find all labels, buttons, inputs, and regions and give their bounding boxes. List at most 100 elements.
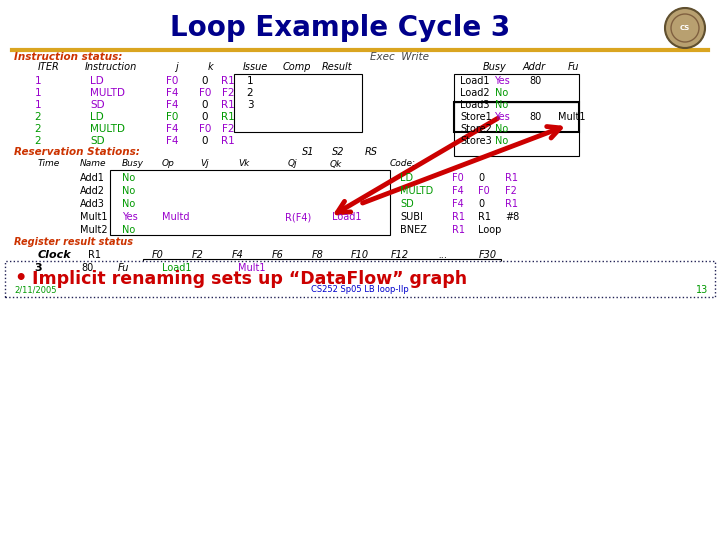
Text: Mult1: Mult1 bbox=[558, 112, 586, 122]
Text: No: No bbox=[122, 225, 135, 235]
Text: No: No bbox=[495, 136, 508, 146]
Text: Load1: Load1 bbox=[332, 212, 361, 222]
Text: F4: F4 bbox=[452, 186, 464, 196]
Text: 1: 1 bbox=[35, 88, 41, 98]
Text: No: No bbox=[495, 124, 508, 134]
Text: MULTD: MULTD bbox=[90, 124, 125, 134]
Text: Vj: Vj bbox=[200, 159, 209, 168]
Text: Exec  Write: Exec Write bbox=[370, 52, 429, 62]
Text: SUBI: SUBI bbox=[400, 212, 423, 222]
Text: R1: R1 bbox=[221, 112, 235, 122]
Text: No: No bbox=[495, 88, 508, 98]
Text: 80: 80 bbox=[529, 76, 541, 86]
Text: Load2: Load2 bbox=[460, 88, 490, 98]
Text: F0: F0 bbox=[166, 112, 178, 122]
Text: Busy: Busy bbox=[122, 159, 144, 168]
Text: SD: SD bbox=[400, 199, 414, 209]
Text: MULTD: MULTD bbox=[90, 88, 125, 98]
Text: Multd: Multd bbox=[162, 212, 189, 222]
Text: F0: F0 bbox=[199, 88, 211, 98]
Text: No: No bbox=[122, 186, 135, 196]
Text: Register result status: Register result status bbox=[14, 237, 133, 247]
Text: SD: SD bbox=[90, 136, 104, 146]
Text: MULTD: MULTD bbox=[400, 186, 433, 196]
Text: Comp: Comp bbox=[283, 62, 312, 72]
Text: RS: RS bbox=[365, 147, 378, 157]
Text: BNEZ: BNEZ bbox=[400, 225, 427, 235]
Text: S2: S2 bbox=[332, 147, 344, 157]
Text: Busy: Busy bbox=[483, 62, 507, 72]
Text: Fu: Fu bbox=[568, 62, 580, 72]
Text: 0: 0 bbox=[202, 76, 208, 86]
Bar bbox=[143, 259, 501, 277]
Text: Qj: Qj bbox=[288, 159, 297, 168]
Text: F4: F4 bbox=[166, 100, 179, 110]
Text: F30: F30 bbox=[479, 250, 497, 260]
Text: F0: F0 bbox=[452, 173, 464, 183]
Text: Vk: Vk bbox=[238, 159, 249, 168]
Text: R1: R1 bbox=[505, 199, 518, 209]
Text: R1: R1 bbox=[452, 225, 465, 235]
Text: F4: F4 bbox=[166, 88, 179, 98]
Bar bbox=[234, 74, 362, 132]
Text: R1: R1 bbox=[452, 212, 465, 222]
Text: 0: 0 bbox=[478, 173, 484, 183]
Text: ITER: ITER bbox=[38, 62, 60, 72]
Bar bbox=[5, 261, 715, 297]
Text: 2: 2 bbox=[35, 124, 41, 134]
Text: Loop: Loop bbox=[478, 225, 501, 235]
Text: Yes: Yes bbox=[494, 112, 510, 122]
Text: Load1: Load1 bbox=[162, 263, 192, 273]
Text: SD: SD bbox=[90, 100, 104, 110]
Text: Reservation Stations:: Reservation Stations: bbox=[14, 147, 140, 157]
Text: Issue: Issue bbox=[243, 62, 269, 72]
Text: Loop Example Cycle 3: Loop Example Cycle 3 bbox=[170, 14, 510, 42]
Text: •: • bbox=[14, 269, 27, 288]
Text: Load1: Load1 bbox=[460, 76, 490, 86]
Text: S1: S1 bbox=[302, 147, 315, 157]
Text: F8: F8 bbox=[312, 250, 324, 260]
Text: Add3: Add3 bbox=[80, 199, 105, 209]
Text: 0: 0 bbox=[478, 199, 484, 209]
FancyArrowPatch shape bbox=[337, 118, 498, 213]
Text: Store3: Store3 bbox=[460, 136, 492, 146]
Bar bbox=[454, 102, 579, 156]
Text: 2: 2 bbox=[247, 88, 253, 98]
Text: Add1: Add1 bbox=[80, 173, 105, 183]
Text: R1: R1 bbox=[478, 212, 491, 222]
Text: Addr: Addr bbox=[523, 62, 546, 72]
Text: Instruction: Instruction bbox=[85, 62, 138, 72]
Text: F0: F0 bbox=[166, 76, 178, 86]
Text: F4: F4 bbox=[166, 124, 179, 134]
Text: F0: F0 bbox=[152, 250, 164, 260]
Text: F6: F6 bbox=[272, 250, 284, 260]
Text: F4: F4 bbox=[452, 199, 464, 209]
Text: Qk: Qk bbox=[330, 159, 343, 168]
Text: Mult2: Mult2 bbox=[80, 225, 107, 235]
Text: Store1: Store1 bbox=[460, 112, 492, 122]
Text: CS252 Sp05 LB loop-IIp: CS252 Sp05 LB loop-IIp bbox=[311, 286, 409, 294]
Text: Yes: Yes bbox=[122, 212, 138, 222]
Text: 1: 1 bbox=[247, 76, 253, 86]
Text: 2/11/2005: 2/11/2005 bbox=[14, 286, 56, 294]
Text: Mult1: Mult1 bbox=[80, 212, 107, 222]
Text: F4: F4 bbox=[166, 136, 179, 146]
Text: F10: F10 bbox=[351, 250, 369, 260]
Text: ...: ... bbox=[438, 250, 448, 260]
Text: 3: 3 bbox=[34, 263, 42, 273]
Text: No: No bbox=[122, 173, 135, 183]
Bar bbox=[454, 102, 579, 132]
Text: F2: F2 bbox=[222, 124, 234, 134]
Text: Result: Result bbox=[322, 62, 353, 72]
Text: Op: Op bbox=[162, 159, 175, 168]
Text: F12: F12 bbox=[391, 250, 409, 260]
Text: 80: 80 bbox=[529, 112, 541, 122]
Text: Load3: Load3 bbox=[460, 100, 490, 110]
Text: R1: R1 bbox=[88, 250, 101, 260]
Text: 0: 0 bbox=[202, 136, 208, 146]
Text: Implicit renaming sets up “DataFlow” graph: Implicit renaming sets up “DataFlow” gra… bbox=[26, 270, 467, 288]
Text: Code:: Code: bbox=[390, 159, 416, 168]
Text: #8: #8 bbox=[505, 212, 519, 222]
Text: Time: Time bbox=[38, 159, 60, 168]
Text: R1: R1 bbox=[221, 76, 235, 86]
